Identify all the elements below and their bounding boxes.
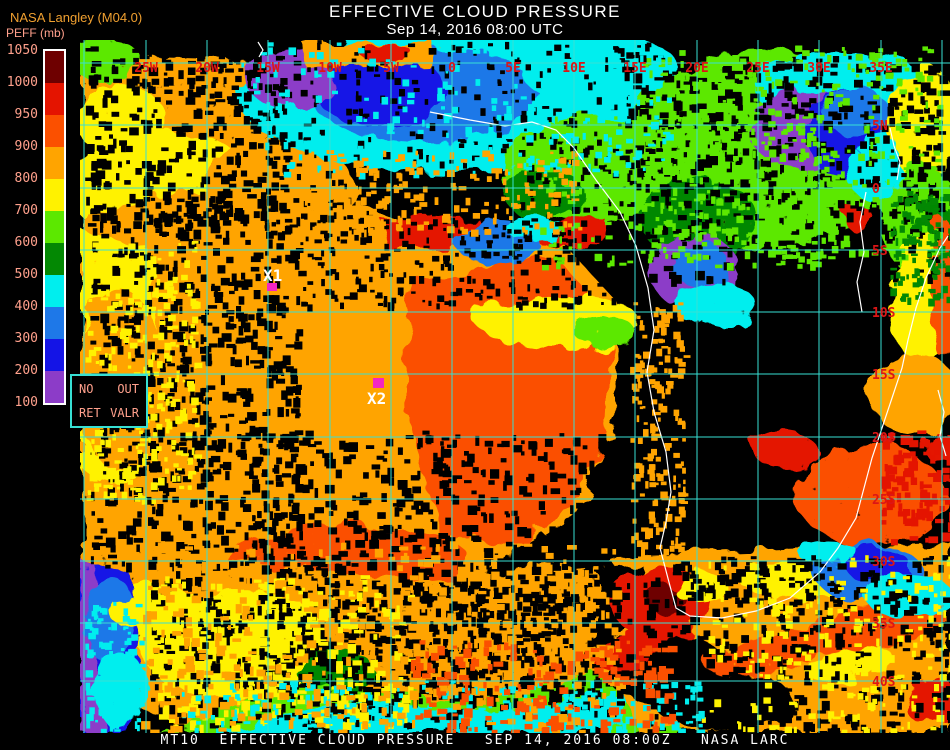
colorbar-tick-labels: 1050 1000 950 900 800 700 600 500 400 300 200 100	[0, 0, 40, 420]
longitude-label: 20W	[195, 61, 219, 76]
colorbar-tick-label: 1000	[6, 75, 38, 90]
coastline	[429, 111, 949, 619]
latitude-label: 10S	[872, 306, 896, 321]
longitude-label: 10E	[562, 61, 585, 76]
legend-word: NO	[79, 382, 94, 396]
legend-word: RET	[79, 406, 101, 420]
colorbar-tick-label: 700	[14, 203, 38, 218]
colorbar-tick-label: 900	[14, 139, 38, 154]
colorbar-segment	[45, 115, 64, 147]
latitude-label: 15S	[872, 368, 896, 383]
longitude-label: 5W	[383, 61, 399, 76]
colorbar-segment	[45, 147, 64, 179]
source-credit-label: NASA Langley (M04.0)	[10, 10, 143, 25]
colorbar-tick-label: 800	[14, 171, 38, 186]
longitude-label: 5E	[505, 61, 521, 76]
latitude-label: 5S	[872, 244, 888, 259]
colorbar-segment	[45, 51, 64, 83]
colorbar-tick-label: 500	[14, 267, 38, 282]
colorbar-segment	[45, 83, 64, 115]
coastline	[856, 191, 867, 313]
longitude-label: 25W	[134, 61, 158, 76]
latitude-label: 0	[872, 182, 880, 197]
site-markers-layer: X1 X2	[263, 266, 386, 408]
marker-dot-x1	[267, 283, 277, 291]
colorbar-tick-label: 200	[14, 363, 38, 378]
colorbar-tick-label: 100	[14, 395, 38, 410]
colorbar-title: PEFF (mb)	[6, 26, 65, 40]
colorbar-segment	[45, 275, 64, 307]
latitude-label: 35S	[872, 617, 896, 632]
legend-word: OUT	[117, 382, 139, 396]
coastline	[257, 41, 264, 58]
latitude-label: 30S	[872, 555, 896, 570]
colorbar-tick-label: 600	[14, 235, 38, 250]
latitude-label: 20S	[872, 431, 896, 446]
colorbar-tick-label: 1050	[6, 43, 38, 58]
longitude-label: 30E	[807, 61, 830, 76]
marker-label-x1: X1	[263, 266, 282, 285]
page-title: EFFECTIVE CLOUD PRESSURE	[329, 2, 621, 21]
colorbar-tick-label: 300	[14, 331, 38, 346]
marker-dot-x2	[373, 378, 384, 388]
colorbar-segment	[45, 211, 64, 243]
colorbar-segment	[45, 243, 64, 275]
latitude-label: 25S	[872, 493, 896, 508]
satellite-cloud-pressure-map: 25W 20W 15W 10W 5W 0 5E 10E 15E 20E 25E 30E 35E 5N 0 5S…	[80, 40, 950, 733]
marker-label-x2: X2	[367, 389, 386, 408]
latlon-label-layer: 25W 20W 15W 10W 5W 0 5E 10E 15E 20E 25E 30E 35E 5N 0 5S…	[134, 61, 895, 690]
longitude-label: 35E	[869, 61, 892, 76]
latitude-label: 5N	[872, 119, 888, 134]
longitude-label: 10W	[318, 61, 342, 76]
page-subtitle: Sep 14, 2016 08:00 UTC	[386, 21, 564, 38]
colorbar-tick-label: 950	[14, 107, 38, 122]
longitude-label: 15W	[256, 61, 280, 76]
legend-word: VALR	[110, 406, 139, 420]
cloud-speckle-layer	[85, 40, 950, 733]
coastline	[889, 127, 901, 181]
longitude-label: 15E	[623, 61, 646, 76]
longitude-label: 25E	[746, 61, 769, 76]
colorbar-segment	[45, 307, 64, 339]
colorbar-tick-label: 400	[14, 299, 38, 314]
status-bar: MT10 EFFECTIVE CLOUD PRESSURE SEP 14, 20…	[0, 733, 950, 750]
latlon-grid-layer	[80, 40, 950, 733]
longitude-label: 20E	[685, 61, 708, 76]
colorbar-segment	[45, 339, 64, 371]
colorbar-segment	[45, 371, 64, 403]
latitude-label: 40S	[872, 675, 896, 690]
colorbar-segment	[45, 179, 64, 211]
no-retrieval-legend-box: NO OUT RET VALR	[70, 374, 148, 428]
pressure-colorbar	[43, 49, 66, 405]
longitude-label: 0	[448, 61, 456, 76]
